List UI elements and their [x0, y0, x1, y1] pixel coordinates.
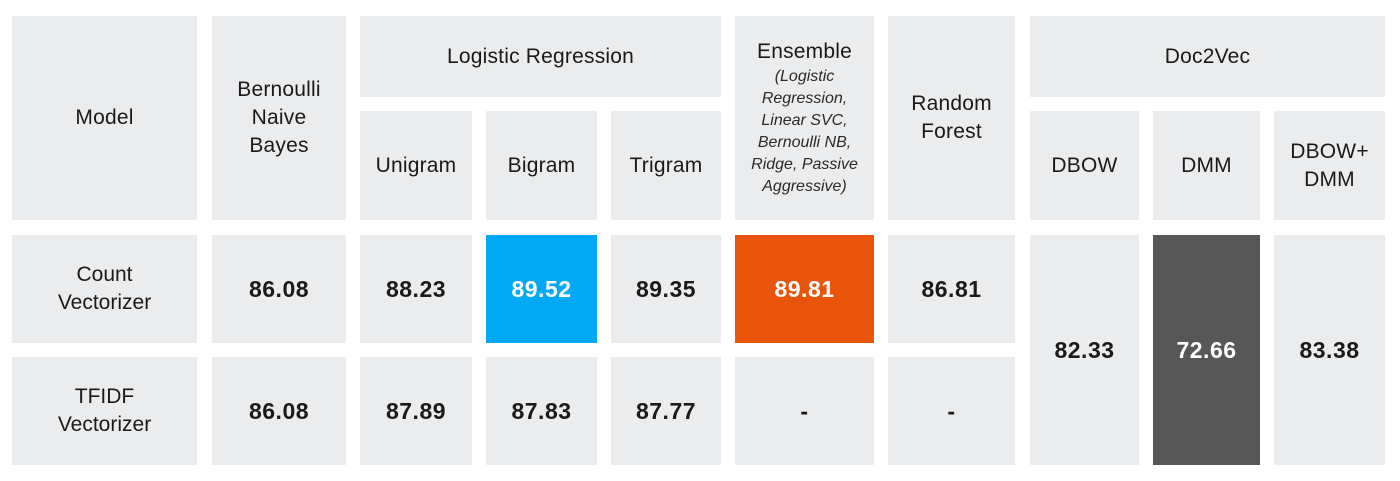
cell-value: 72.66 [1176, 336, 1237, 363]
header-dmm: DMM [1153, 111, 1260, 220]
header-bernoulli-naive-bayes: Bernoulli Naive Bayes [212, 16, 346, 220]
header-trigram-label: Trigram [629, 153, 703, 177]
cell-value: - [800, 397, 809, 424]
header-logistic-regression: Logistic Regression [360, 16, 721, 97]
header-trigram: Trigram [611, 111, 721, 220]
header-model-label: Model [75, 106, 134, 129]
cell-value: - [947, 397, 956, 424]
header-logreg-label: Logistic Regression [446, 44, 635, 68]
cell-tfidf-rf: - [888, 357, 1015, 465]
cell-doc2vec-dmm-highlight: 72.66 [1153, 235, 1260, 465]
header-bnb-label: Bernoulli Naive Bayes [237, 78, 321, 157]
header-doc2vec: Doc2Vec [1030, 16, 1385, 97]
header-bigram-label: Bigram [507, 153, 576, 177]
row-label-count-vectorizer: Count Vectorizer [12, 235, 197, 343]
header-dbow-dmm: DBOW+ DMM [1274, 111, 1385, 220]
cell-tfidf-ensemble: - [735, 357, 874, 465]
cell-count-unigram: 88.23 [360, 235, 472, 343]
cell-value: 86.08 [248, 275, 310, 302]
cell-doc2vec-dbow-dmm: 83.38 [1274, 235, 1385, 465]
cell-value: 86.81 [921, 275, 982, 302]
cell-value: 87.89 [385, 397, 447, 424]
row-label-tfidf-vectorizer: TFIDF Vectorizer [12, 357, 197, 465]
cell-count-bigram-highlight: 89.52 [486, 235, 597, 343]
header-ensemble-label: Ensemble [757, 40, 852, 63]
cell-value: 86.08 [248, 397, 310, 424]
cell-doc2vec-dbow: 82.33 [1030, 235, 1139, 465]
cell-value: 87.77 [635, 397, 697, 424]
header-dmm-label: DMM [1181, 153, 1232, 177]
cell-tfidf-bnb: 86.08 [212, 357, 346, 465]
row-label-text: TFIDF Vectorizer [57, 385, 152, 436]
cell-value: 87.83 [511, 397, 572, 424]
cell-value: 88.23 [385, 275, 447, 302]
header-rf-label: Random Forest [911, 92, 992, 143]
header-random-forest: Random Forest [888, 16, 1015, 220]
cell-tfidf-bigram: 87.83 [486, 357, 597, 465]
cell-tfidf-unigram: 87.89 [360, 357, 472, 465]
header-unigram-label: Unigram [375, 153, 457, 177]
cell-value: 89.35 [635, 275, 697, 302]
header-ensemble-detail: (Logistic Regression, Linear SVC, Bernou… [751, 68, 858, 195]
cell-count-ensemble-highlight: 89.81 [735, 235, 874, 343]
header-bigram: Bigram [486, 111, 597, 220]
cell-count-rf: 86.81 [888, 235, 1015, 343]
header-ensemble: Ensemble (Logistic Regression, Linear SV… [735, 16, 874, 220]
cell-value: 82.33 [1054, 336, 1115, 363]
cell-value: 89.52 [511, 275, 572, 302]
cell-value: 89.81 [774, 275, 835, 302]
header-dbow: DBOW [1030, 111, 1139, 220]
header-dbow-dmm-label: DBOW+ DMM [1290, 139, 1369, 191]
cell-tfidf-trigram: 87.77 [611, 357, 721, 465]
cell-count-trigram: 89.35 [611, 235, 721, 343]
cell-count-bnb: 86.08 [212, 235, 346, 343]
header-doc2vec-label: Doc2Vec [1164, 44, 1251, 68]
row-label-text: Count Vectorizer [57, 263, 152, 314]
header-model: Model [12, 16, 197, 220]
header-dbow-label: DBOW [1051, 153, 1118, 177]
header-unigram: Unigram [360, 111, 472, 220]
cell-value: 83.38 [1299, 336, 1360, 363]
